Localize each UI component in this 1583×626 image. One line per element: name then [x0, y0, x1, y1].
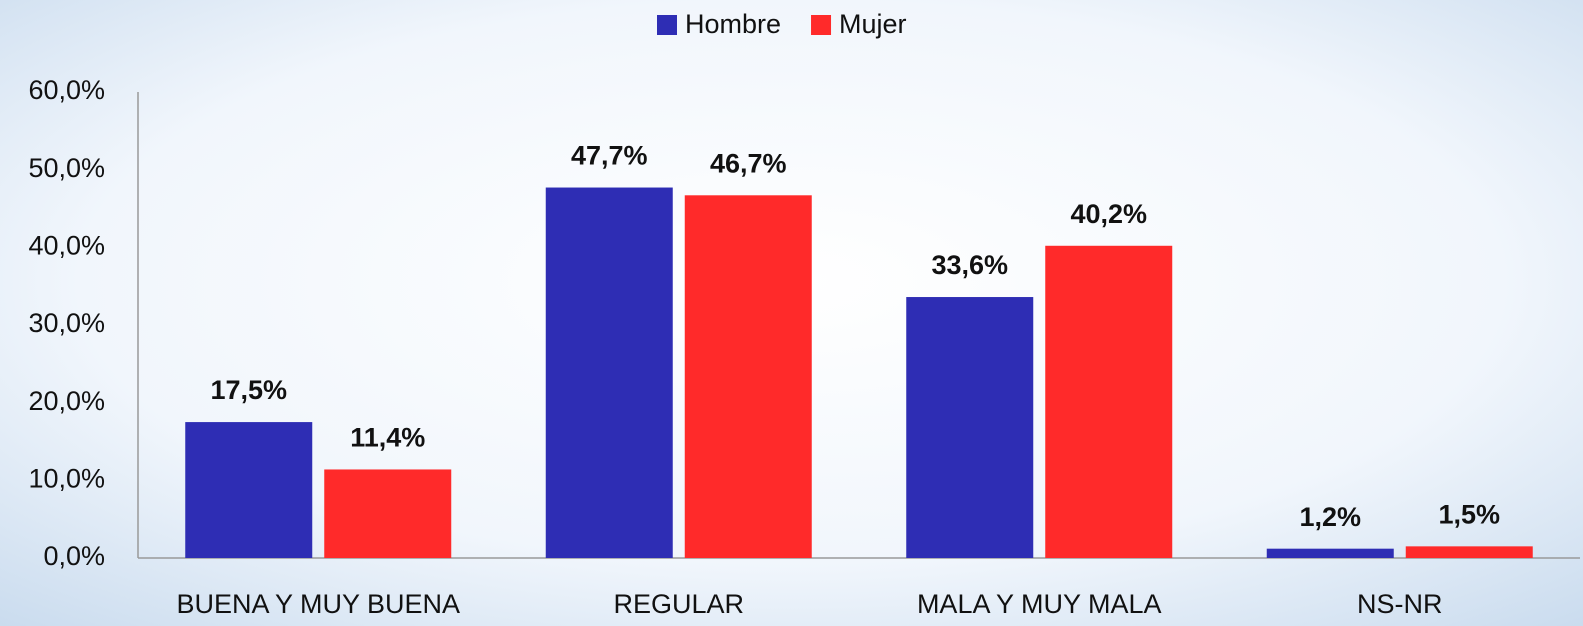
bar	[906, 297, 1034, 558]
value-label: 17,5%	[210, 375, 287, 405]
legend-swatch	[811, 15, 832, 35]
y-tick-label: 30,0%	[28, 308, 105, 338]
value-label: 33,6%	[931, 250, 1008, 280]
bar	[684, 195, 812, 558]
legend-label: Hombre	[685, 9, 781, 39]
y-tick-label: 40,0%	[28, 230, 105, 260]
x-tick-label: REGULAR	[613, 589, 744, 619]
value-label: 47,7%	[571, 141, 648, 171]
bar	[185, 422, 313, 558]
value-label: 40,2%	[1070, 199, 1147, 229]
x-tick-label: MALA Y MUY MALA	[917, 589, 1162, 619]
x-tick-label: NS-NR	[1357, 589, 1443, 619]
value-label: 11,4%	[350, 423, 425, 453]
y-tick-label: 10,0%	[28, 463, 105, 493]
y-tick-label: 60,0%	[28, 75, 105, 105]
bar	[324, 469, 452, 558]
bar	[1045, 245, 1173, 558]
value-label: 46,7%	[710, 148, 787, 178]
bar	[545, 187, 673, 558]
bar	[1405, 546, 1533, 558]
bar	[1266, 548, 1394, 558]
x-tick-label: BUENA Y MUY BUENA	[176, 589, 460, 619]
y-tick-label: 0,0%	[43, 541, 105, 571]
legend-label: Mujer	[839, 9, 907, 39]
y-tick-label: 50,0%	[28, 153, 105, 183]
legend-swatch	[657, 15, 677, 35]
y-tick-label: 20,0%	[28, 386, 105, 416]
value-label: 1,2%	[1299, 502, 1361, 532]
value-label: 1,5%	[1438, 499, 1500, 529]
